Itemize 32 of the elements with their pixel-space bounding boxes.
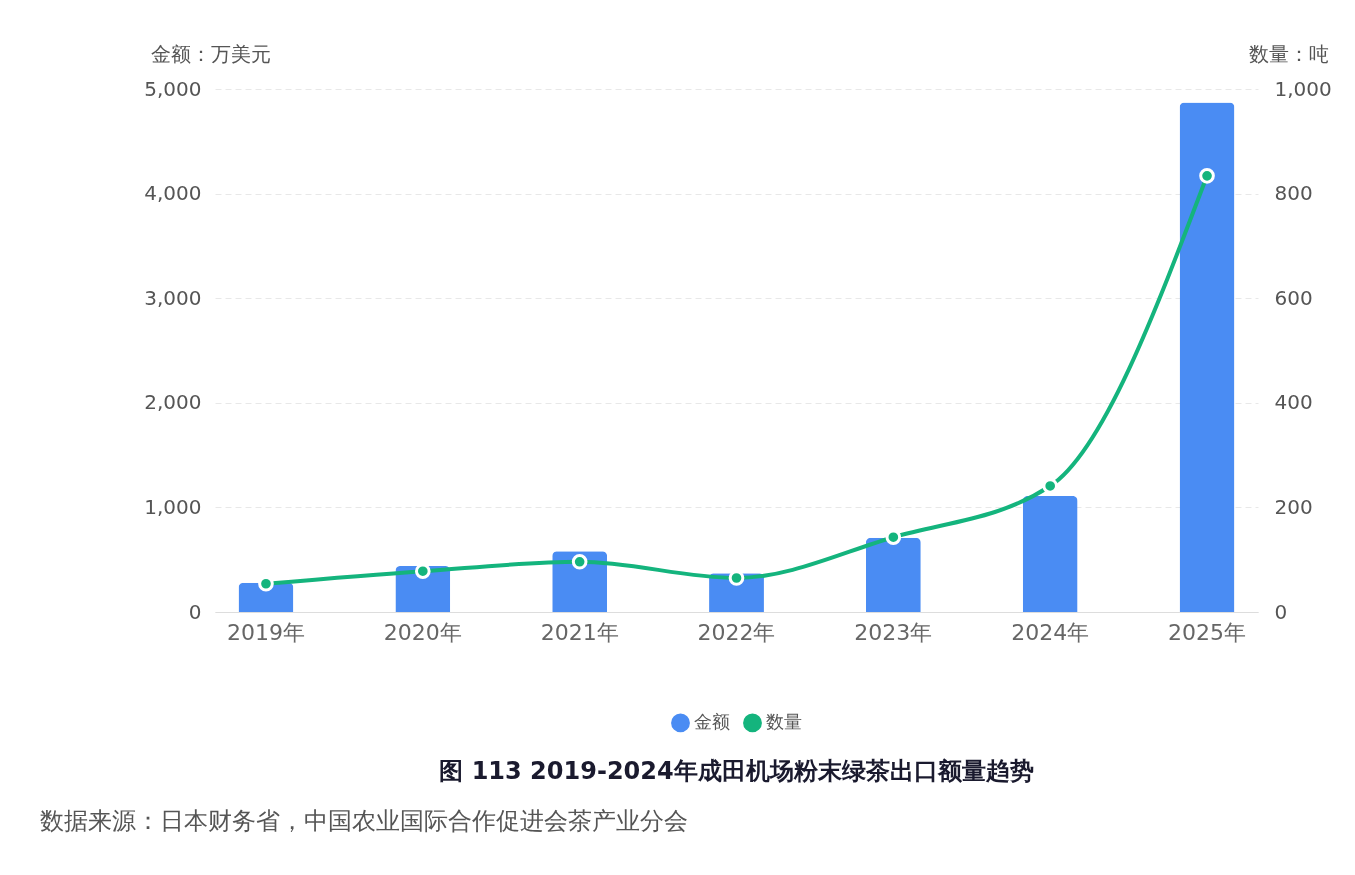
x-tick-label: 2021年 — [540, 619, 619, 645]
y-tick-label: 4,000 — [144, 181, 202, 206]
x-tick-label: 2020年 — [383, 619, 462, 645]
legend-label: 数量 — [766, 710, 802, 732]
y2-tick-label: 0 — [1274, 599, 1288, 624]
legend-label: 金额 — [694, 710, 730, 732]
x-tick-label: 2019年 — [226, 619, 305, 645]
y2-tick-label: 400 — [1274, 390, 1313, 415]
y-axis-title: 金额：万美元 — [150, 41, 271, 66]
bar — [865, 537, 921, 612]
x-tick-label: 2025年 — [1168, 619, 1247, 645]
y2-tick-label: 800 — [1274, 181, 1313, 206]
y-tick-label: 3,000 — [144, 285, 202, 310]
bar — [1022, 495, 1078, 612]
x-tick-label: 2023年 — [854, 619, 933, 645]
y-tick-label: 5,000 — [144, 76, 202, 101]
bar — [552, 551, 608, 612]
bar — [1179, 102, 1235, 612]
y2-tick-label: 200 — [1274, 494, 1313, 519]
y-tick-label: 2,000 — [144, 390, 202, 415]
y-tick-label: 0 — [188, 599, 202, 624]
x-tick-label: 2024年 — [1011, 619, 1090, 645]
y2-tick-label: 1,000 — [1274, 76, 1332, 101]
y2-tick-label: 600 — [1274, 285, 1313, 310]
y-tick-label: 1,000 — [144, 494, 202, 519]
point — [1042, 478, 1059, 494]
y2-axis-title: 数量：吨 — [1248, 41, 1329, 66]
point — [571, 553, 588, 570]
source-note: 数据来源：日本财务省，中国农业国际合作促进会茶产业分会 — [40, 806, 688, 837]
point — [1199, 168, 1215, 184]
text: 图 113 2019-2024年成田机场粉末绿茶出口额量趋势 — [439, 757, 1034, 785]
x-tick-label: 2022年 — [697, 619, 776, 645]
